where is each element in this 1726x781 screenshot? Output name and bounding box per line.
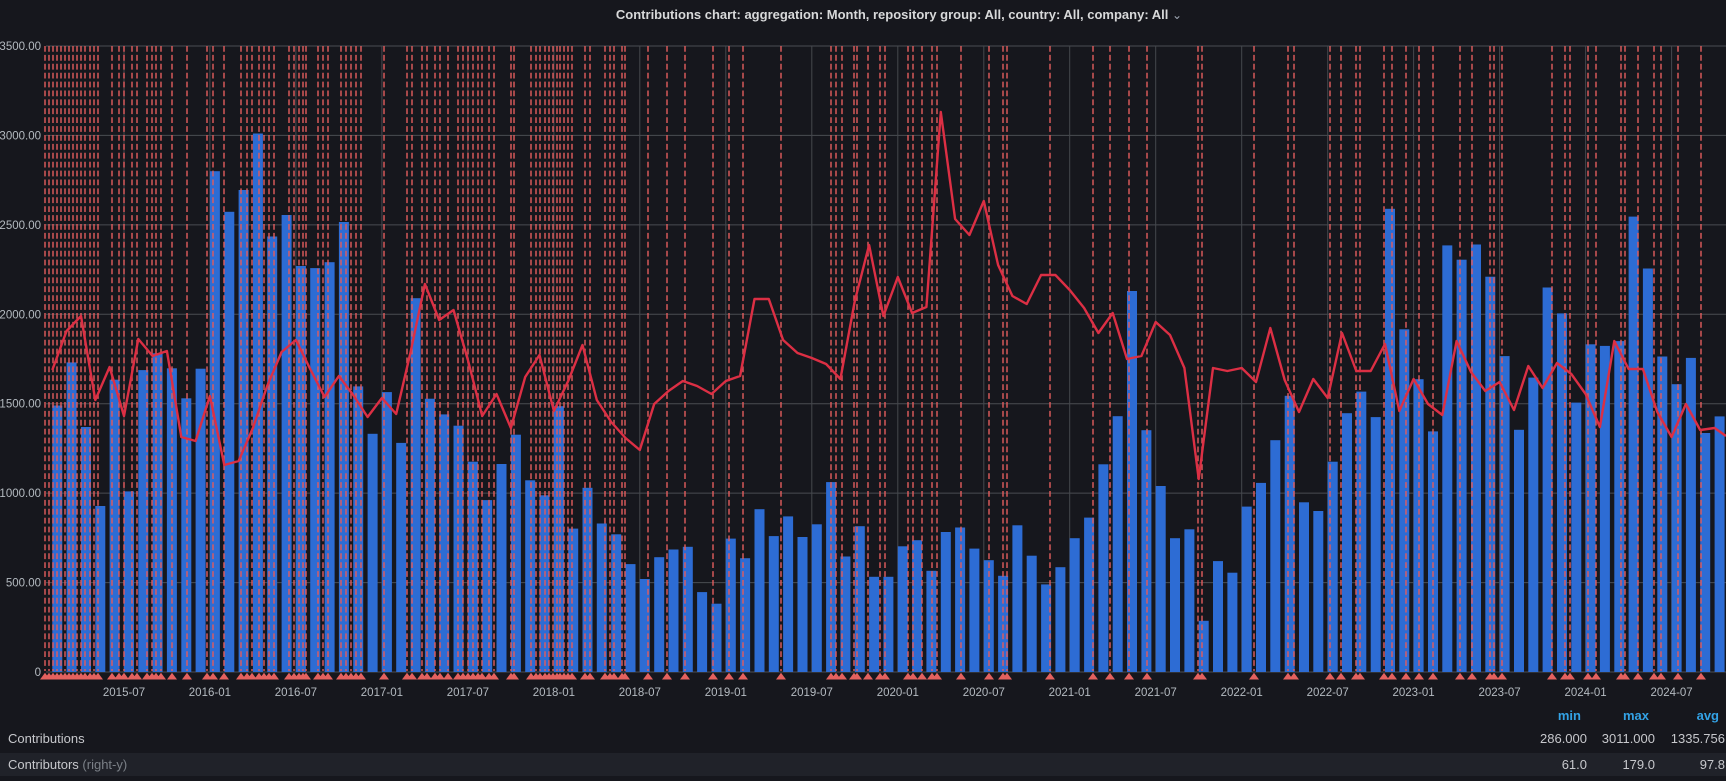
svg-text:2022-07: 2022-07 — [1307, 687, 1349, 699]
svg-text:2018-01: 2018-01 — [533, 687, 575, 699]
svg-text:0: 0 — [35, 667, 41, 679]
svg-text:2017-07: 2017-07 — [447, 687, 489, 699]
svg-text:2015-07: 2015-07 — [103, 687, 145, 699]
svg-text:500.00: 500.00 — [6, 578, 41, 590]
svg-text:1000.00: 1000.00 — [0, 488, 41, 500]
svg-text:2024-01: 2024-01 — [1564, 687, 1606, 699]
svg-text:2021-07: 2021-07 — [1135, 687, 1177, 699]
svg-text:2016-07: 2016-07 — [275, 687, 317, 699]
svg-text:2500.00: 2500.00 — [0, 220, 41, 232]
svg-text:3000.00: 3000.00 — [0, 130, 41, 142]
svg-text:2022-01: 2022-01 — [1221, 687, 1263, 699]
svg-text:2023-07: 2023-07 — [1478, 687, 1520, 699]
svg-text:2017-01: 2017-01 — [361, 687, 403, 699]
svg-text:2020-01: 2020-01 — [877, 687, 919, 699]
svg-text:2019-07: 2019-07 — [791, 687, 833, 699]
svg-text:2019-01: 2019-01 — [705, 687, 747, 699]
svg-text:2016-01: 2016-01 — [189, 687, 231, 699]
svg-text:3500.00: 3500.00 — [0, 41, 41, 53]
svg-text:2023-01: 2023-01 — [1392, 687, 1434, 699]
svg-text:2018-07: 2018-07 — [619, 687, 661, 699]
svg-text:2021-01: 2021-01 — [1049, 687, 1091, 699]
svg-text:2000.00: 2000.00 — [0, 309, 41, 321]
svg-text:1500.00: 1500.00 — [0, 399, 41, 411]
svg-text:2024-07: 2024-07 — [1650, 687, 1692, 699]
svg-text:2020-07: 2020-07 — [963, 687, 1005, 699]
